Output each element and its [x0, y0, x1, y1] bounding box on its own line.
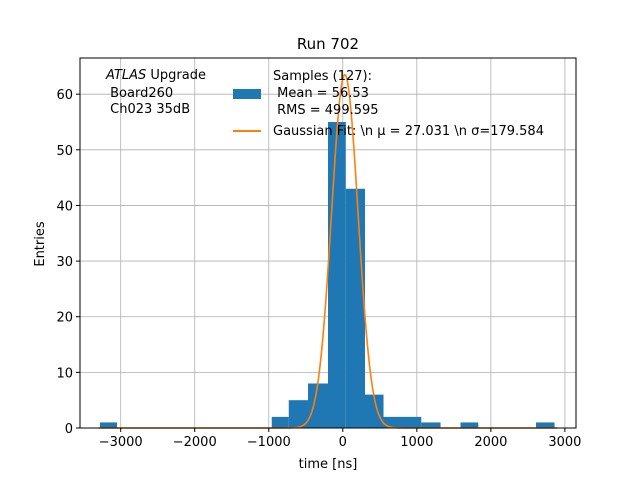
annotation-line-1: ATLAS Upgrade	[105, 68, 206, 83]
histogram-bar-4	[328, 121, 346, 429]
atlas-label: ATLAS	[105, 68, 146, 83]
legend-hist-line-3: RMS = 499.595	[273, 103, 379, 118]
y-tick-label-5: 50	[56, 144, 73, 159]
upgrade-label: Upgrade	[146, 68, 206, 83]
histogram-bar-1	[271, 416, 289, 428]
y-tick-label-6: 60	[56, 88, 73, 103]
annotation-line-2: Board260	[106, 86, 173, 101]
x-tick-label-3: 0	[339, 435, 347, 450]
x-tick-label-4: 1000	[400, 435, 433, 450]
x-tick-label-1: −2000	[173, 435, 217, 450]
x-axis-label: time [ns]	[299, 457, 358, 472]
histogram-bar-3	[308, 383, 328, 428]
annotation-line-3: Ch023 35dB	[106, 102, 190, 117]
chart-title: Run 702	[297, 35, 359, 53]
histogram-bar-9	[460, 422, 479, 428]
x-tick-label-2: −1000	[247, 435, 291, 450]
x-tick-label-0: −3000	[99, 435, 143, 450]
histogram-bar-10	[536, 422, 555, 428]
x-tick-label-5: 2000	[474, 435, 507, 450]
y-tick-label-2: 20	[56, 311, 73, 326]
legend-fit-label: Gaussian Fit: \n μ = 27.031 \n σ=179.584	[273, 124, 544, 139]
histogram-bar-6	[365, 394, 384, 428]
histogram-bar-2	[288, 400, 309, 428]
histogram-bar-7	[383, 416, 422, 428]
y-tick-label-0: 0	[65, 422, 73, 437]
histogram-bar-8	[421, 422, 441, 428]
legend-hist-line-2: Mean = 56.53	[273, 86, 369, 101]
plot-frame	[79, 57, 577, 429]
legend: Samples (127): Mean = 56.53 RMS = 499.59…	[233, 69, 544, 139]
legend-hist-line-1: Samples (127):	[273, 69, 372, 84]
y-tick-label-3: 30	[56, 255, 73, 270]
y-tick-label-1: 10	[56, 366, 73, 381]
y-tick-label-4: 40	[56, 199, 73, 214]
y-axis-label: Entries	[33, 221, 48, 267]
histogram-bar-0	[99, 422, 118, 428]
axes: −3000 −2000 −1000 0 1000 2000 3000 0 10 20 30 40 50 6…	[56, 57, 581, 450]
annotation: ATLAS Upgrade Board260 Ch023 35dB	[105, 68, 206, 117]
histogram-bar-5	[345, 188, 366, 428]
legend-hist-swatch	[233, 89, 261, 99]
x-tick-label-6: 3000	[548, 435, 581, 450]
